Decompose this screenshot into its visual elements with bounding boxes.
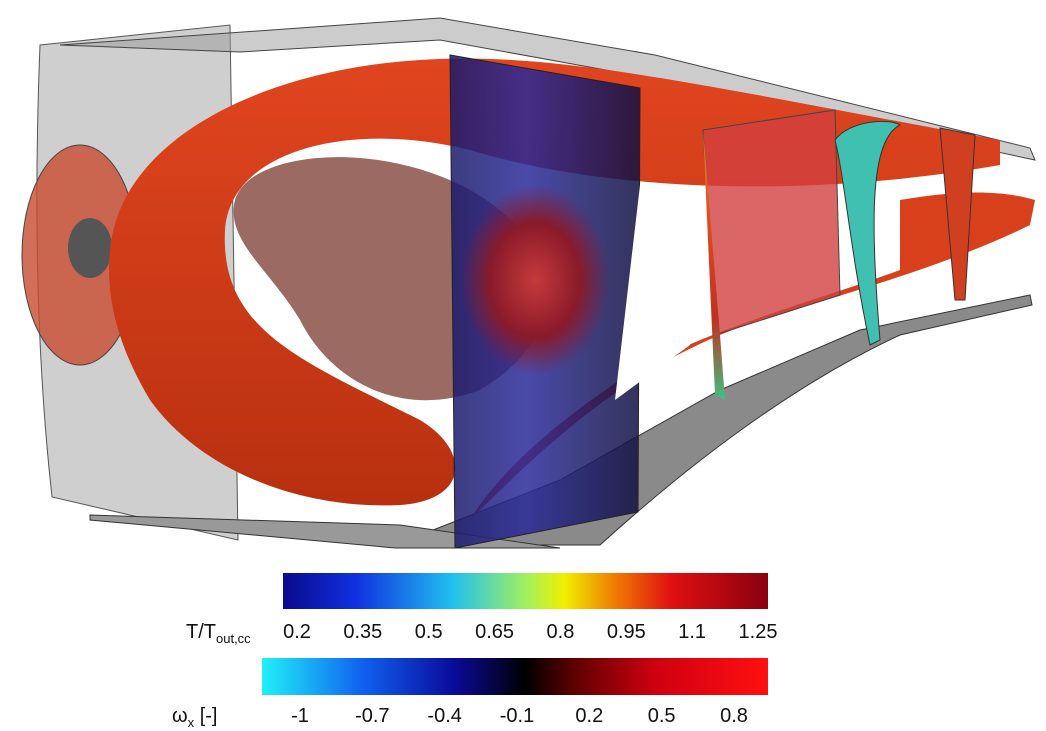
tick-label: 0.8 bbox=[546, 621, 575, 643]
tick-label: 0.95 bbox=[606, 621, 646, 643]
tick-label: 0.2 bbox=[283, 621, 311, 643]
tick-label: 1.25 bbox=[738, 621, 778, 643]
label-sub: out,cc bbox=[216, 631, 251, 646]
vane-2 bbox=[939, 127, 976, 301]
label-suffix: [-] bbox=[199, 705, 218, 727]
tick-label: 1.1 bbox=[678, 621, 707, 643]
tick-label: -1 bbox=[291, 705, 309, 727]
label-text: T/T bbox=[186, 621, 216, 643]
swirler-hub bbox=[68, 218, 112, 278]
tick-label: 0.8 bbox=[720, 705, 748, 727]
tick-label: 0.5 bbox=[647, 705, 676, 727]
slice-edge bbox=[703, 130, 725, 400]
label-text: ω bbox=[172, 705, 188, 727]
tick-label: 0.5 bbox=[414, 621, 443, 643]
casing-top bbox=[59, 17, 1036, 161]
slice-core bbox=[460, 185, 610, 375]
tick-label: 0.65 bbox=[475, 621, 515, 643]
tick-label: 0.35 bbox=[343, 621, 383, 643]
vortex-lower bbox=[470, 192, 1035, 520]
colorbar-label: T/Tout,cc bbox=[186, 621, 251, 646]
vane-1 bbox=[834, 120, 901, 346]
tick-label: -0.1 bbox=[499, 705, 535, 727]
label-sub: x bbox=[187, 715, 195, 730]
colorbar-gradient bbox=[262, 658, 768, 695]
tick-label: 0.2 bbox=[575, 705, 604, 727]
colorbar-label: ωx [-] bbox=[172, 705, 217, 730]
tick-label: -0.4 bbox=[427, 705, 462, 727]
colorbar-gradient bbox=[283, 573, 768, 609]
tick-label: -0.7 bbox=[355, 705, 390, 727]
shroud-base bbox=[89, 514, 561, 549]
slice-plane-2 bbox=[702, 109, 841, 336]
gap bbox=[615, 185, 705, 400]
flow-render bbox=[21, 17, 1036, 549]
